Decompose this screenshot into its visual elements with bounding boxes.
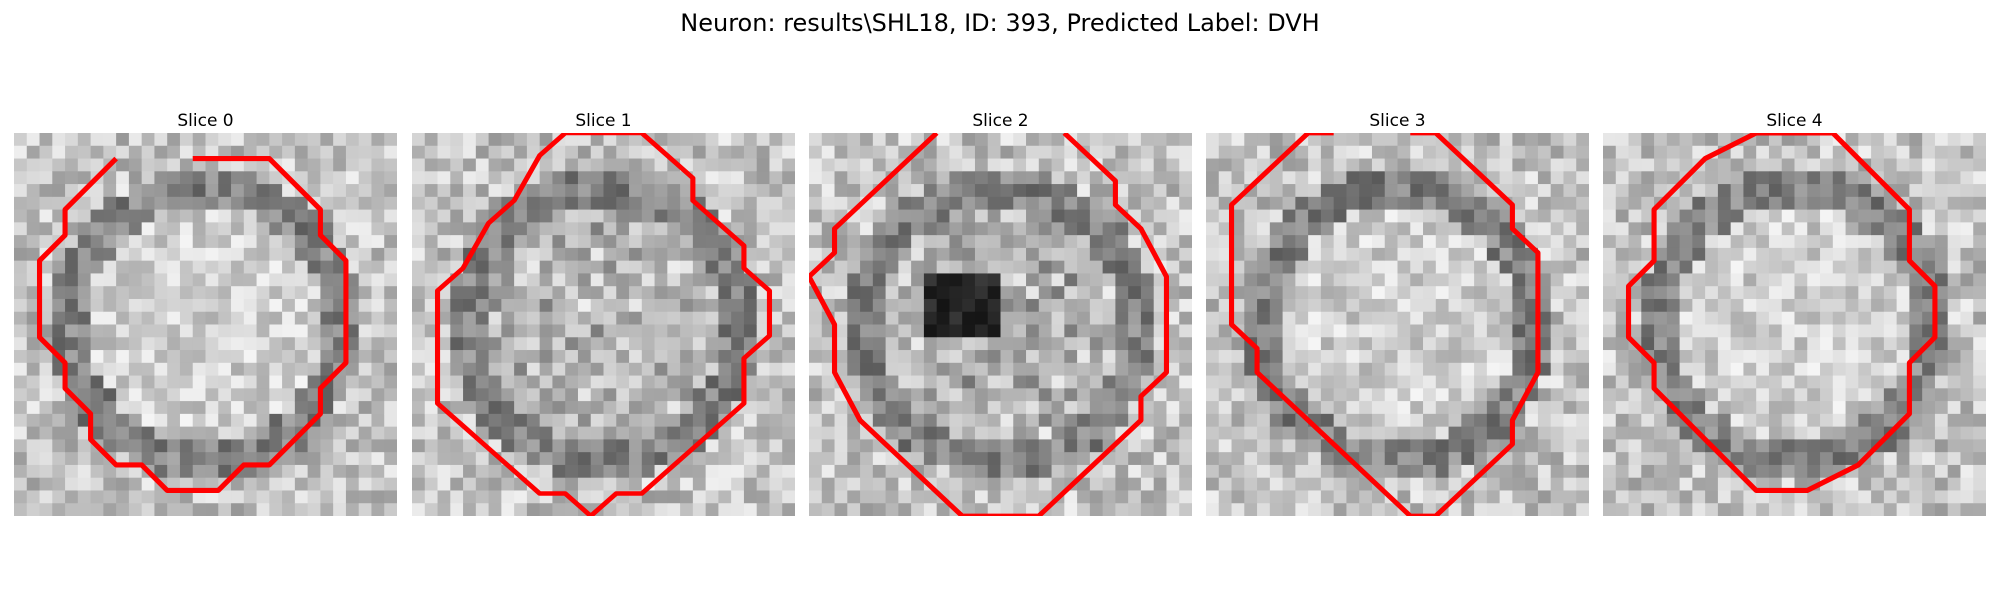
slice-panel-2: Slice 2: [809, 110, 1192, 520]
slice-title: Slice 3: [1206, 110, 1589, 132]
slice-panel-1: Slice 1: [412, 110, 795, 520]
slice-title: Slice 4: [1603, 110, 1986, 132]
figure-title: Neuron: results\SHL18, ID: 393, Predicte…: [0, 8, 2000, 38]
slice-image: [1603, 133, 1986, 516]
slice-image: [1206, 133, 1589, 516]
slice-image: [412, 133, 795, 516]
slice-image: [809, 133, 1192, 516]
slice-image: [14, 133, 397, 516]
slice-panel-3: Slice 3: [1206, 110, 1589, 520]
slice-panel-4: Slice 4: [1603, 110, 1986, 520]
slice-title: Slice 2: [809, 110, 1192, 132]
slice-title: Slice 1: [412, 110, 795, 132]
slice-panel-0: Slice 0: [14, 110, 397, 520]
slice-title: Slice 0: [14, 110, 397, 132]
